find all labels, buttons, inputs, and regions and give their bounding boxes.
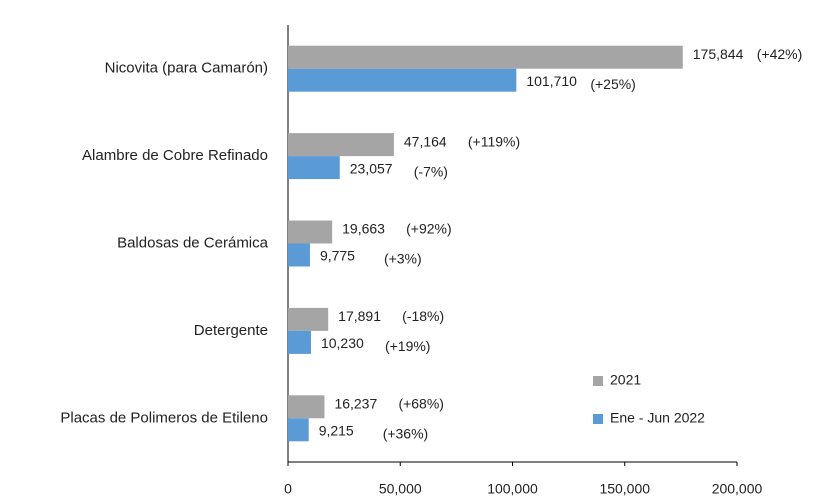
- value-label: 16,237: [334, 396, 377, 412]
- bar: [288, 395, 325, 419]
- bar: [288, 68, 517, 92]
- value-label: 47,164: [404, 133, 447, 149]
- category-label: Nicovita (para Camarón): [105, 60, 268, 77]
- annotation: (+25%): [590, 76, 636, 92]
- x-tick-label: 200,000: [712, 481, 763, 497]
- x-tick-label: 150,000: [599, 481, 650, 497]
- value-label: 101,710: [526, 73, 577, 89]
- value-label: 9,215: [319, 423, 354, 439]
- legend-label: Ene - Jun 2022: [610, 410, 705, 426]
- bar: [288, 133, 394, 157]
- category-label: Alambre de Cobre Refinado: [82, 147, 268, 164]
- x-tick-label: 0: [284, 481, 292, 497]
- x-tick-label: 100,000: [487, 481, 538, 497]
- bar: [288, 220, 333, 244]
- annotation: (+19%): [385, 338, 431, 354]
- annotation: (+68%): [398, 396, 444, 412]
- annotation: (+92%): [406, 221, 452, 237]
- value-label: 10,230: [321, 335, 364, 351]
- annotation: (+36%): [383, 426, 429, 442]
- bar: [288, 330, 311, 354]
- value-label: 19,663: [342, 221, 385, 237]
- legend-label: 2021: [610, 372, 641, 388]
- value-label: 23,057: [350, 160, 393, 176]
- bar: [288, 45, 683, 69]
- bar: [288, 243, 310, 267]
- legend-swatch: [593, 414, 603, 424]
- value-label: 9,775: [320, 248, 355, 264]
- annotation: (+3%): [384, 251, 422, 267]
- category-label: Detergente: [194, 322, 268, 339]
- bar: [288, 418, 309, 442]
- bar: [288, 307, 329, 331]
- value-label: 17,891: [338, 308, 381, 324]
- annotation: (-7%): [414, 163, 448, 179]
- annotation: (+42%): [757, 46, 803, 62]
- category-label: Baldosas de Cerámica: [117, 234, 269, 251]
- legend-swatch: [593, 376, 603, 386]
- annotation: (-18%): [402, 308, 444, 324]
- x-tick-label: 50,000: [379, 481, 422, 497]
- bar: [288, 156, 340, 180]
- category-label: Placas de Polimeros de Etileno: [60, 409, 268, 426]
- annotation: (+119%): [468, 133, 520, 149]
- value-label: 175,844: [693, 46, 744, 62]
